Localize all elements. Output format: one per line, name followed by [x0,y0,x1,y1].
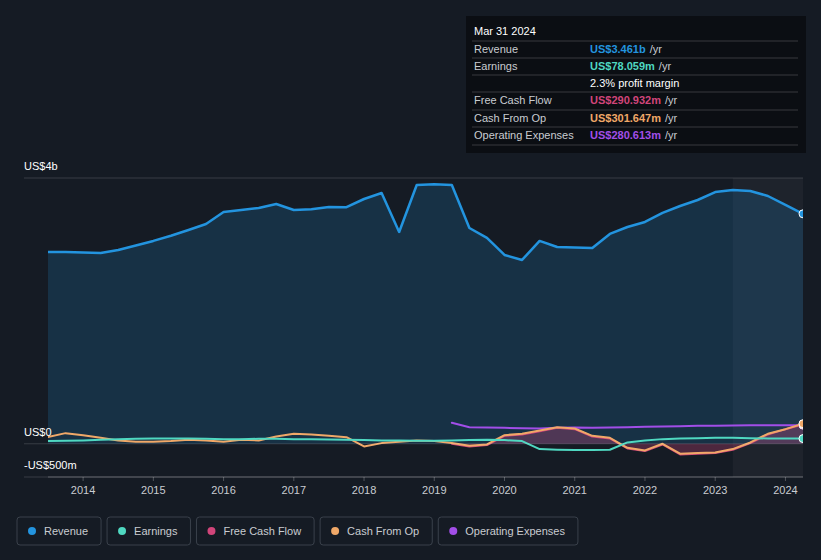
x-tick-label: 2018 [352,484,376,496]
chart: -US$500m US$0 US$4b 2014 2015 2016 2017 2018 201… [0,0,821,560]
end-marker [799,420,803,428]
x-tick [223,477,224,481]
x-tick [574,477,575,481]
tooltip-separator [472,41,798,42]
x-tick [83,477,84,481]
legend-box [320,517,432,545]
tooltip-unit: /yr [665,94,678,106]
legend: Revenue Earnings Free Cash Flow Cash From O… [17,517,578,545]
tooltip: Mar 31 2024 Revenue US$3.461b/yr Earnings US… [466,16,806,153]
end-marker [799,435,803,443]
legend-box [438,517,578,545]
legend-item: Earnings [107,517,190,545]
end-marker [799,210,803,218]
tooltip-value: US$290.932m [590,94,661,106]
x-tick-label: 2019 [422,484,446,496]
legend-swatch [28,527,36,535]
legend-box [17,517,101,545]
legend-box [107,517,190,545]
background [0,0,821,560]
tooltip-title: Mar 31 2024 [474,25,536,37]
tooltip-unit: /yr [665,112,678,124]
legend-item: Revenue [17,517,101,545]
x-tick-label: 2023 [703,484,727,496]
x-tick-label: 2020 [492,484,516,496]
x-tick-label: 2015 [141,484,165,496]
y-tick-label: US$0 [24,426,52,438]
tooltip-label: Cash From Op [474,112,546,124]
x-tick [785,477,786,481]
tooltip-value: US$3.461b [590,43,646,55]
x-tick-label: 2017 [282,484,306,496]
grid-line [24,178,803,179]
x-tick-label: 2016 [211,484,235,496]
tooltip-unit: /yr [659,60,672,72]
legend-label: Cash From Op [347,525,419,537]
tooltip-unit: /yr [665,129,678,141]
tooltip-unit: /yr [650,43,663,55]
y-tick-label: US$4b [24,160,58,172]
x-tick [504,477,505,481]
tooltip-label: Free Cash Flow [474,94,552,106]
legend-swatch [449,527,457,535]
grid-line [24,477,803,478]
tooltip-box [466,16,806,153]
series-line [48,184,803,260]
grid-line [24,443,803,444]
legend-item: Free Cash Flow [196,517,314,545]
tooltip-value: US$301.647m [590,112,661,124]
legend-box [196,517,314,545]
tooltip-margin: 2.3% profit margin [590,77,679,89]
tooltip-value: US$78.059m [590,60,655,72]
x-tick-label: 2022 [633,484,657,496]
tooltip-label: Operating Expenses [474,129,574,141]
x-tick-label: 2014 [71,484,95,496]
tooltip-value: US$280.613m [590,129,661,141]
x-tick [293,477,294,481]
x-tick [715,477,716,481]
series-line [452,423,803,429]
legend-label: Earnings [134,525,178,537]
x-tick [153,477,154,481]
legend-swatch [118,527,126,535]
tooltip-separator [472,92,798,93]
tooltip-separator [472,110,798,111]
x-tick-label: 2021 [563,484,587,496]
plot-area [48,178,803,477]
tooltip-label: Revenue [474,43,518,55]
series-line [48,424,803,454]
legend-item: Cash From Op [320,517,432,545]
legend-swatch [207,527,215,535]
x-tick [644,477,645,481]
x-axis-line [48,477,803,478]
legend-label: Revenue [44,525,88,537]
end-marker [799,420,803,428]
tooltip-separator [472,145,798,146]
legend-item: Operating Expenses [438,517,578,545]
legend-swatch [331,527,339,535]
x-tick [364,477,365,481]
series-area [48,184,803,443]
tooltip-separator [472,75,798,76]
tooltip-separator [472,127,798,128]
legend-label: Operating Expenses [465,525,565,537]
legend-label: Free Cash Flow [223,525,301,537]
x-tick-label: 2024 [773,484,797,496]
tooltip-separator [472,58,798,59]
tooltip-label: Earnings [474,60,518,72]
y-tick-label: -US$500m [24,459,77,471]
x-tick [434,477,435,481]
